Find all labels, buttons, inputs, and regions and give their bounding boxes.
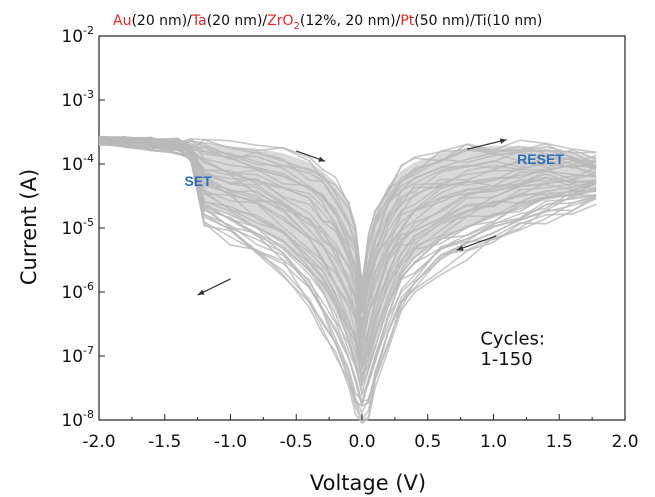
- annotations: SET RESET Cycles:1-150: [184, 151, 564, 370]
- title-segment: Ta: [191, 13, 207, 29]
- sweep-arrows: [197, 138, 507, 296]
- sweep-arrow: [197, 278, 231, 296]
- title-segment: (12%, 20 nm)/: [300, 13, 401, 29]
- title-segment: 2: [294, 21, 300, 32]
- chart-title: Au(20 nm)/Ta(20 nm)/ZrO2(12%, 20 nm)/Pt(…: [113, 13, 542, 32]
- title-segment: Pt: [400, 13, 414, 29]
- annotation-cycles: Cycles:: [480, 329, 545, 350]
- y-tick-label: 10-2: [61, 24, 94, 47]
- cycle-curves: [98, 135, 597, 424]
- y-tick-label: 10-4: [61, 152, 94, 175]
- cycle-curve: [98, 136, 597, 415]
- x-tick-label: 1.0: [480, 432, 507, 452]
- x-tick-label: 0.0: [348, 432, 375, 452]
- x-tick-label: 2.0: [611, 432, 638, 452]
- cycle-band: [99, 139, 597, 388]
- sweep-arrow: [296, 150, 326, 162]
- x-tick-label: -0.5: [280, 432, 313, 452]
- y-axis-title: Current (A): [17, 169, 41, 285]
- y-tick-label: 10-8: [61, 408, 94, 431]
- title-segment: (20 nm)/: [131, 13, 192, 29]
- title-segment: (20 nm)/: [207, 13, 268, 29]
- x-axis-ticks: -2.0 -1.5 -1.0 -0.5 0.0 0.5 1.0 1.5 2.0: [82, 414, 639, 452]
- sweep-arrow: [467, 138, 507, 150]
- title-segment: ZrO: [267, 13, 293, 29]
- annotation-1-150: 1-150: [480, 349, 532, 370]
- title-segment: (50 nm)/Ti(10 nm): [414, 13, 542, 29]
- plot-area: SET RESET Cycles:1-150: [98, 35, 626, 424]
- x-tick-label: -1.5: [148, 432, 181, 452]
- y-tick-label: 10-3: [61, 88, 94, 111]
- y-axis-ticks: 10-8 10-7 10-6 10-5 10-4 10-3 10-2: [61, 24, 105, 431]
- x-tick-label: 0.5: [414, 432, 441, 452]
- y-tick-label: 10-6: [61, 280, 94, 303]
- y-tick-label: 10-5: [61, 216, 94, 239]
- title-segment: Au: [113, 13, 131, 29]
- x-axis-title: Voltage (V): [310, 471, 426, 495]
- x-tick-label: 1.5: [546, 432, 573, 452]
- y-tick-label: 10-7: [61, 344, 94, 367]
- x-tick-label: -2.0: [82, 432, 115, 452]
- sweep-arrow: [456, 235, 497, 251]
- annotation-set: SET: [184, 173, 212, 189]
- annotation-reset: RESET: [517, 151, 564, 167]
- x-tick-label: -1.0: [214, 432, 247, 452]
